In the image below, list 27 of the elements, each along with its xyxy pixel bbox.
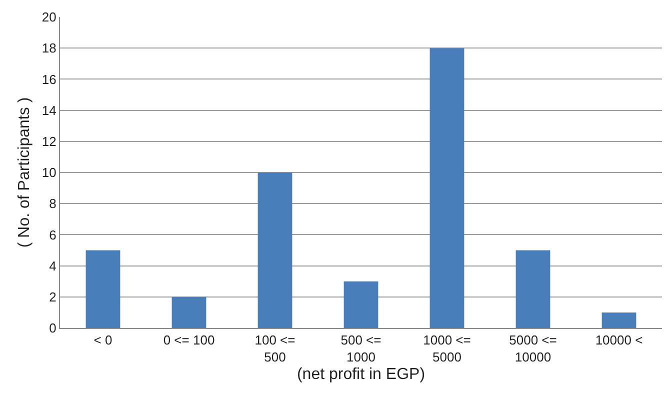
x-tick-label: 100 <= 500 (254, 332, 296, 364)
bar (516, 250, 550, 328)
bar (258, 172, 292, 328)
y-axis-title: ( No. of Participants ) (16, 97, 33, 248)
bar (86, 250, 120, 328)
y-tick-label: 14 (42, 102, 56, 118)
x-tick-label: 500 <= 1000 (340, 332, 382, 364)
bar (172, 296, 206, 328)
y-tick-label: 4 (49, 258, 56, 274)
y-tick-label: 0 (49, 320, 56, 336)
y-tick-label: 20 (42, 10, 56, 25)
y-tick-label: 16 (42, 72, 56, 87)
y-tick-label: 8 (49, 196, 56, 212)
x-tick-label: 5000 <= 10000 (509, 332, 557, 364)
y-tick-label: 18 (42, 40, 56, 56)
y-tick-label: 12 (42, 134, 56, 149)
x-axis-title: (net profit in EGP) (296, 366, 426, 384)
bar (344, 281, 378, 328)
y-tick-label: 10 (42, 165, 56, 180)
y-tick-label: 2 (49, 289, 56, 304)
x-tick-label: 0 <= 100 (163, 332, 215, 348)
bar (602, 312, 636, 328)
y-tick-label: 6 (49, 227, 56, 242)
x-tick-label: 10000 < (595, 332, 643, 348)
x-tick-label: < 0 (94, 332, 112, 348)
bar (430, 48, 464, 328)
x-tick-label: 1000 <= 5000 (423, 332, 471, 364)
